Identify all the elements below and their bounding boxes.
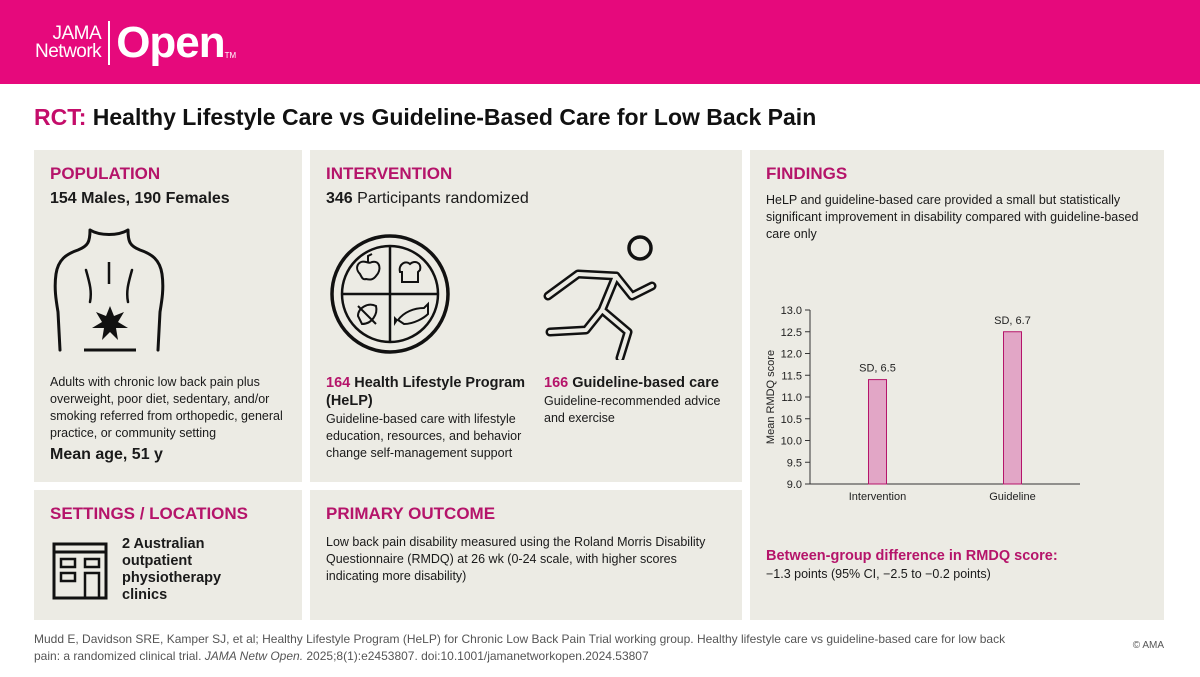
randomized-text: Participants randomized: [357, 190, 529, 207]
citation-part-2: 2025;8(1):e2453807. doi:10.1001/jamanetw…: [306, 649, 649, 663]
arm2-label: Guideline-based care: [572, 375, 719, 391]
primary-outcome-text: Low back pain disability measured using …: [326, 535, 706, 583]
y-tick-label: 11.0: [781, 392, 802, 404]
y-tick-label: 12.5: [781, 327, 802, 339]
y-tick-label: 10.5: [781, 414, 802, 426]
arm2-title: 166 Guideline-based care: [544, 374, 734, 392]
arm2-block: 166 Guideline-based care Guideline-recom…: [544, 374, 734, 427]
logo-open: Open: [116, 18, 225, 67]
citation-journal: JAMA Netw Open.: [204, 649, 304, 663]
bar-annotation: SD, 6.5: [859, 363, 896, 375]
logo-divider: [108, 21, 111, 65]
y-tick-label: 12.0: [781, 349, 802, 361]
diff-value: −1.3 points (95% CI, −2.5 to −0.2 points…: [766, 567, 991, 581]
logo-trademark: TM: [224, 51, 237, 60]
healthy-plate-icon: [330, 234, 450, 354]
findings-summary: HeLP and guideline-based care provided a…: [766, 193, 1139, 241]
citation-part-1: Mudd E, Davidson SRE, Kamper SJ, et al; …: [34, 632, 1006, 663]
bar-guideline: [1003, 331, 1022, 485]
settings-text-line-2: outpatient: [122, 553, 193, 569]
findings-heading: FINDINGS: [766, 164, 848, 183]
logo-network: Network: [35, 41, 102, 62]
citation: Mudd E, Davidson SRE, Kamper SJ, et al; …: [34, 631, 1034, 665]
settings-text-line-1: 2 Australian: [122, 536, 205, 552]
page-title: RCT: Healthy Lifestyle Care vs Guideline…: [34, 104, 816, 131]
x-tick-label: Intervention: [849, 491, 906, 503]
y-axis-label: Mean RMDQ score: [765, 350, 777, 444]
settings-panel: SETTINGS / LOCATIONS 2 Australian outpat…: [34, 490, 302, 620]
rmdq-bar-chart: 9.0 9.5 10.0 10.5 11.0 11.5 12.0 12.5 13.0 Mean R…: [765, 305, 1080, 503]
header-banner: JAMA Network Open TM: [0, 0, 1200, 84]
randomized-count: 346: [326, 190, 353, 207]
findings-panel: FINDINGS HeLP and guideline-based care p…: [750, 150, 1164, 620]
running-person-icon: [543, 235, 657, 360]
jama-network-open-logo: JAMA Network Open TM: [35, 18, 236, 68]
population-mean-age: Mean age, 51 y: [50, 446, 163, 463]
intervention-heading: INTERVENTION: [326, 164, 453, 183]
arm2-description: Guideline-recommended advice and exercis…: [544, 394, 721, 425]
settings-text-line-3: physiotherapy: [122, 570, 222, 586]
population-counts: 154 Males, 190 Females: [50, 190, 230, 207]
population-heading: POPULATION: [50, 164, 161, 183]
settings-heading: SETTINGS / LOCATIONS: [50, 504, 249, 523]
settings-text-line-4: clinics: [122, 587, 168, 603]
copyright: © AMA: [1132, 640, 1164, 651]
arm1-block: 164 Health Lifestyle Program (HeLP) Guid…: [326, 374, 526, 462]
clinic-building-icon: [52, 542, 108, 600]
primary-outcome-panel: PRIMARY OUTCOME Low back pain disability…: [310, 490, 742, 620]
y-tick-label: 9.0: [787, 479, 802, 491]
x-tick-label: Guideline: [989, 491, 1035, 503]
y-tick-label: 9.5: [787, 457, 802, 469]
arm1-label: Health Lifestyle Program (HeLP): [326, 375, 526, 409]
arm2-count: 166: [544, 375, 569, 391]
title-text: Healthy Lifestyle Care vs Guideline-Base…: [92, 104, 817, 130]
y-tick-label: 10.0: [781, 436, 802, 448]
arm1-count: 164: [326, 375, 351, 391]
population-description: Adults with chronic low back pain plus o…: [50, 375, 283, 440]
y-tick-label: 13.0: [781, 305, 802, 317]
y-tick-label: 11.5: [781, 370, 802, 382]
intervention-panel: INTERVENTION 346 Participants randomized…: [310, 150, 742, 482]
bar-annotation: SD, 6.7: [994, 315, 1031, 327]
arm1-description: Guideline-based care with lifestyle educ…: [326, 412, 522, 460]
title-prefix: RCT:: [34, 104, 87, 130]
back-pain-icon: [53, 228, 165, 352]
population-panel: POPULATION 154 Males, 190 Females Adults…: [34, 150, 302, 482]
diff-heading: Between-group difference in RMDQ score:: [766, 548, 1058, 564]
settings-text: 2 Australian outpatient physiotherapy cl…: [122, 536, 221, 604]
bar-intervention: [868, 379, 887, 485]
randomized-line: 346 Participants randomized: [326, 190, 529, 208]
arm1-title: 164 Health Lifestyle Program (HeLP): [326, 374, 526, 410]
logo-jama: JAMA: [52, 23, 102, 44]
primary-outcome-heading: PRIMARY OUTCOME: [326, 504, 496, 523]
